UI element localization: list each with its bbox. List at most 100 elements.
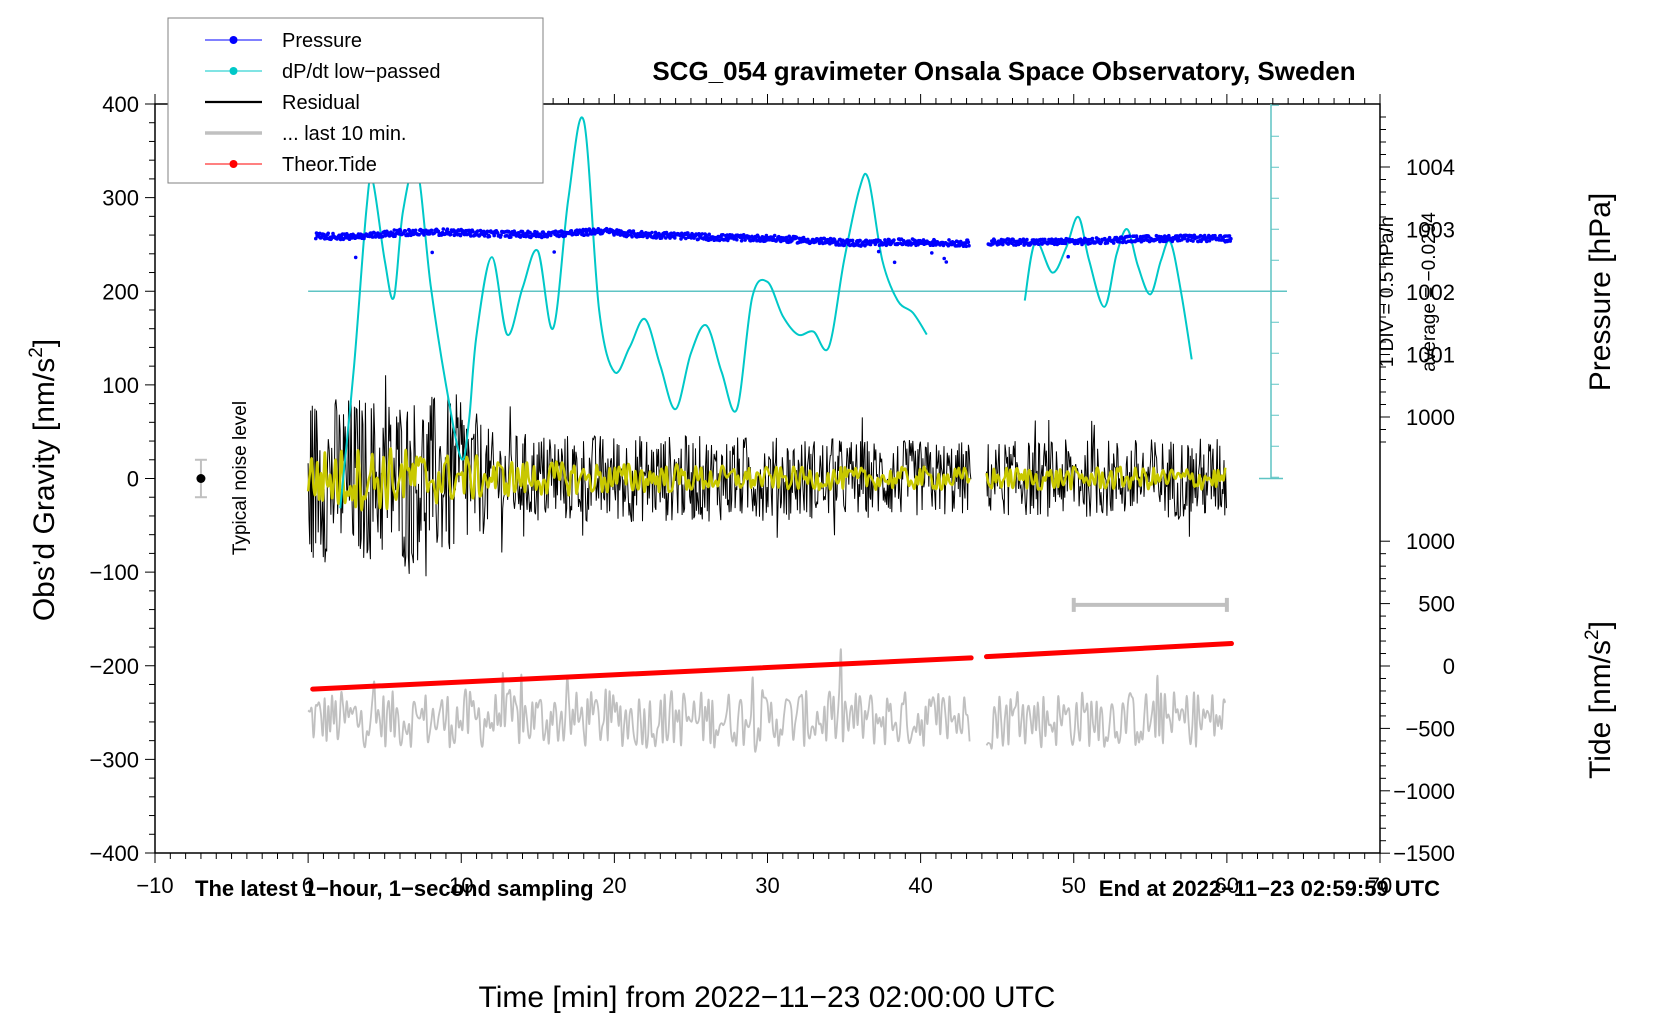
pressure-point [850, 238, 855, 243]
pressure-point [430, 250, 435, 255]
noise-level-marker [194, 458, 207, 499]
pressure-point [604, 226, 609, 231]
pressure-point [942, 256, 946, 261]
pressure-point [1191, 239, 1195, 243]
pressure-point [1025, 237, 1029, 242]
pressure-point [630, 234, 634, 239]
series-pressure [314, 226, 1233, 265]
pressure-point [1088, 241, 1093, 246]
pressure-point [445, 227, 450, 231]
pressure-point [896, 241, 900, 246]
pressure-point [458, 233, 463, 238]
pressure-point [1182, 236, 1187, 241]
y-left-tick-label: 200 [102, 279, 139, 304]
pressure-point [392, 228, 397, 232]
pressure-point [413, 228, 418, 233]
pressure-point [1227, 234, 1232, 238]
pressure-point [1001, 242, 1005, 247]
pressure-point [485, 229, 490, 234]
pressure-point [1066, 254, 1070, 259]
x-tick-label: 70 [1368, 873, 1392, 898]
pressure-point [398, 228, 403, 233]
series-theor-tide [310, 641, 1234, 692]
pressure-point [1036, 242, 1041, 246]
x-tick-label: 0 [302, 873, 314, 898]
end-time-annotation: End at 2022−11−23 02:59:59 UTC [1099, 876, 1440, 901]
pressure-point [1207, 238, 1212, 243]
legend: Pressure dP/dt low−passed Residual ... last… [167, 17, 544, 184]
pressure-point [569, 229, 574, 233]
pressure-point [819, 236, 823, 241]
residual-lowpassed-line [306, 447, 971, 512]
dpdt-scale-label: 1 DIV = 0.5 hPa/h [1377, 217, 1398, 368]
pressure-point [380, 234, 385, 239]
pressure-point [441, 227, 446, 231]
y-right-tide-axis-title-base: Tide [nm/s [1584, 640, 1617, 779]
pressure-point [580, 230, 585, 235]
pressure-point [563, 234, 567, 238]
series-residual-lowpassed [306, 447, 1227, 512]
series-last-10-min [307, 648, 1227, 753]
y-left-axis-title: Obs’d Gravity [nm/s2] [26, 339, 61, 621]
pressure-point [429, 228, 434, 233]
residual-line [986, 419, 1227, 537]
pressure-point [876, 249, 881, 254]
pressure-point [964, 244, 969, 249]
pressure-point [626, 233, 630, 238]
pressure-point [772, 233, 777, 238]
pressure-point [1043, 237, 1047, 242]
legend-swatch-dot [229, 67, 238, 75]
pressure-point [326, 231, 331, 236]
x-tick-label: −10 [136, 873, 173, 898]
y-tide-tick-label: −1500 [1393, 841, 1455, 866]
pressure-point [391, 231, 395, 236]
pressure-point [427, 232, 432, 236]
y-left-tick-label: 300 [102, 186, 139, 211]
residual-line [307, 375, 972, 577]
pressure-point [854, 243, 858, 247]
pressure-point [372, 231, 377, 235]
y-pressure-tick-label: 1004 [1406, 155, 1455, 180]
pressure-point [314, 236, 318, 241]
y-left-tick-label: 0 [127, 467, 139, 492]
pressure-point [475, 229, 480, 233]
pressure-point [615, 232, 620, 236]
tide-line [310, 655, 974, 692]
pressure-point [403, 229, 408, 233]
pressure-point [1229, 236, 1233, 241]
pressure-point [553, 229, 558, 233]
y-tide-tick-label: 0 [1443, 654, 1455, 679]
last-10-min-line [985, 674, 1227, 750]
pressure-point [487, 234, 492, 239]
pressure-point [436, 229, 441, 234]
x-tick-label: 50 [1062, 873, 1086, 898]
legend-label: Theor.Tide [282, 154, 377, 176]
pressure-point [506, 229, 511, 234]
legend-label: Residual [282, 92, 360, 114]
pressure-point [686, 231, 690, 235]
pressure-point [1111, 241, 1116, 245]
x-tick-label: 40 [908, 873, 932, 898]
pressure-point [338, 237, 343, 242]
pressure-point [650, 230, 654, 235]
pressure-point [1213, 233, 1217, 238]
pressure-point [725, 233, 729, 237]
pressure-point [931, 243, 935, 247]
y-left-tick-label: −200 [89, 654, 139, 679]
last-10-min-line [307, 648, 971, 753]
pressure-point [406, 233, 410, 238]
pressure-point [1090, 236, 1095, 241]
pressure-point [1127, 234, 1132, 238]
x-tick-label: 60 [1215, 873, 1239, 898]
noise-level-label: Typical noise level [230, 401, 251, 555]
pressure-point [947, 238, 951, 242]
x-tick-label: 20 [602, 873, 626, 898]
pressure-point [739, 239, 744, 243]
dpdt-scale-axis [308, 104, 1287, 480]
pressure-point [449, 232, 453, 237]
pressure-point [549, 233, 553, 238]
pressure-point [422, 233, 426, 237]
pressure-point [743, 238, 747, 242]
pressure-point [552, 250, 556, 254]
